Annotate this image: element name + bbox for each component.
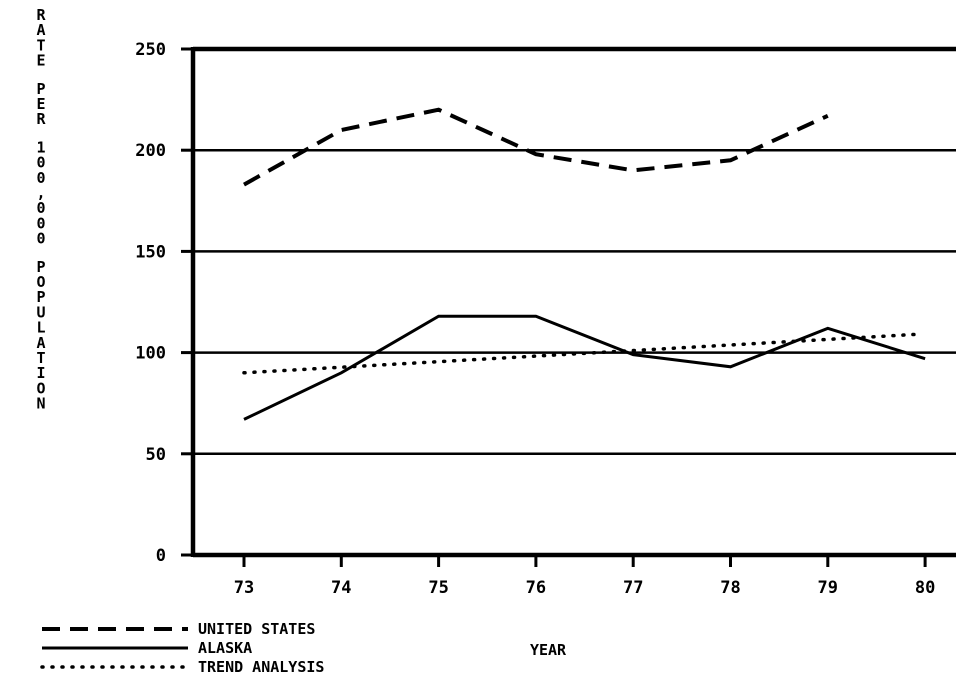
y-tick-label-150: 150 [135, 242, 166, 262]
legend-label-trend-analysis: TREND ANALYSIS [198, 658, 324, 676]
y-axis-label-char: N [36, 395, 45, 413]
y-axis-label-char: T [36, 36, 45, 54]
x-tick-label-75: 75 [428, 578, 448, 598]
y-axis-label-char: O [36, 273, 45, 291]
axes [181, 46, 956, 567]
y-axis-label-char: L [36, 319, 45, 337]
series-lines [242, 107, 926, 421]
y-tick-label-200: 200 [135, 141, 166, 161]
y-axis-label-char: E [36, 52, 45, 70]
y-tick-labels: 0 50 100 150 200 250 [135, 40, 166, 566]
y-tick-label-0: 0 [156, 546, 166, 566]
x-tick-label-79: 79 [818, 578, 838, 598]
y-axis-label-char: E [36, 95, 45, 113]
y-axis-label-char: P [36, 288, 45, 306]
y-tick-label-50: 50 [146, 445, 166, 465]
y-axis-label-char: 0 [36, 154, 45, 172]
y-axis-label-char: R [36, 110, 46, 128]
y-axis-label-char: P [36, 258, 45, 276]
gridlines [193, 148, 956, 456]
y-axis-label-char: A [36, 21, 45, 39]
y-axis-label-char: 0 [36, 214, 45, 232]
y-axis-label-char: , [36, 184, 45, 202]
y-axis-label-char: U [36, 303, 45, 321]
legend-label-united-states: UNITED STATES [198, 620, 315, 638]
y-axis-label-char: 0 [36, 230, 45, 248]
series-line-alaska [243, 314, 926, 421]
y-axis-label-char: P [36, 80, 45, 98]
x-tick-labels: 73 74 75 76 77 78 79 80 [234, 578, 936, 598]
y-axis-label-char: T [36, 349, 45, 367]
y-axis-label-char: O [36, 379, 45, 397]
y-axis-label-char: 1 [36, 138, 45, 156]
legend-label-alaska: ALASKA [198, 639, 252, 657]
y-tick-label-100: 100 [135, 344, 166, 364]
x-tick-label-76: 76 [526, 578, 546, 598]
y-axis-label-char: 0 [36, 169, 45, 187]
y-axis-label-char: I [36, 364, 45, 382]
y-axis-label-char: 0 [36, 199, 45, 217]
series-line-trend-analysis [242, 332, 918, 375]
x-tick-label-74: 74 [331, 578, 351, 598]
y-tick-label-250: 250 [135, 40, 166, 60]
x-tick-label-78: 78 [720, 578, 740, 598]
series-line-united-states [243, 107, 829, 187]
x-tick-label-80: 80 [915, 578, 935, 598]
x-tick-label-73: 73 [234, 578, 254, 598]
x-tick-label-77: 77 [623, 578, 643, 598]
y-axis-label-char: R [36, 6, 46, 24]
x-axis-label: YEAR [530, 641, 567, 659]
y-axis-label-char: A [36, 334, 45, 352]
